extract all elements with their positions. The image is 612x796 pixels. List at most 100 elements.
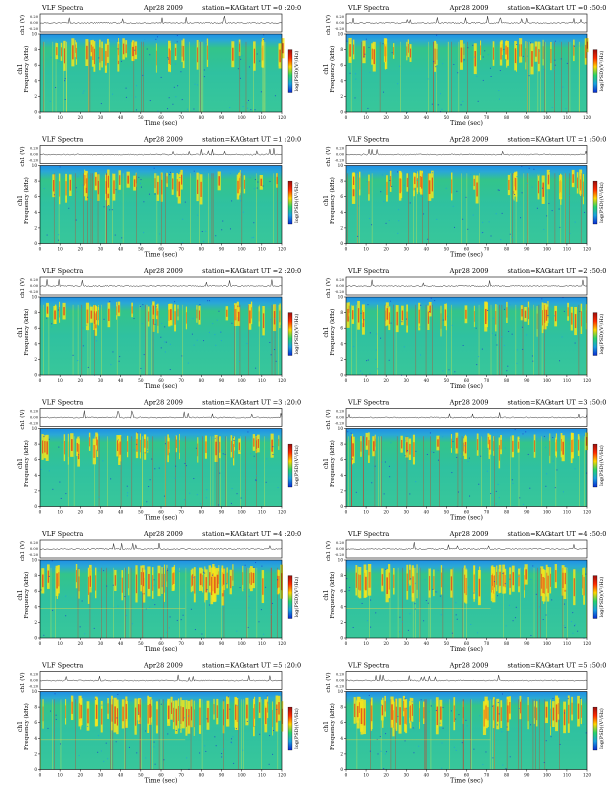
noise-speck bbox=[58, 310, 59, 311]
header-date: Apr28 2009 bbox=[143, 267, 183, 275]
noise-speck bbox=[62, 442, 63, 443]
noise-speck bbox=[530, 635, 531, 636]
emission-core bbox=[182, 707, 184, 721]
noise-speck bbox=[564, 311, 565, 312]
noise-speck bbox=[50, 57, 51, 58]
emission-core bbox=[278, 702, 279, 714]
noise-speck bbox=[153, 585, 154, 586]
emission-core bbox=[126, 44, 127, 53]
noise-speck bbox=[493, 318, 494, 319]
emission-core bbox=[42, 575, 44, 588]
emission-core bbox=[499, 445, 500, 460]
x-tick-label: 50 bbox=[444, 773, 450, 778]
noise-speck bbox=[195, 84, 196, 85]
noise-speck bbox=[255, 562, 256, 563]
emission-core bbox=[188, 709, 189, 725]
waveform-tick-label: 0.00 bbox=[30, 416, 39, 420]
noise-speck bbox=[254, 456, 255, 457]
noise-speck bbox=[230, 173, 231, 174]
noise-speck bbox=[95, 699, 96, 700]
y-tick-label: 8 bbox=[340, 47, 343, 52]
emission-core bbox=[61, 47, 62, 56]
noise-speck bbox=[147, 450, 148, 451]
noise-speck bbox=[523, 56, 524, 57]
x-tick-label: 70 bbox=[178, 773, 184, 778]
noise-speck bbox=[221, 450, 222, 451]
x-tick-label: 90 bbox=[219, 378, 225, 383]
noise-speck bbox=[435, 66, 436, 67]
noise-speck bbox=[149, 54, 150, 55]
noise-speck bbox=[539, 51, 540, 52]
noise-speck bbox=[79, 755, 80, 756]
noise-speck bbox=[237, 705, 238, 706]
noise-speck bbox=[186, 465, 187, 466]
noise-speck bbox=[470, 174, 471, 175]
emission-core bbox=[87, 709, 88, 724]
x-tick-label: 0 bbox=[345, 641, 348, 646]
noise-speck bbox=[545, 486, 546, 487]
noise-speck bbox=[438, 570, 439, 571]
noise-speck bbox=[218, 311, 219, 312]
waveform-tick-label: -0.20 bbox=[29, 27, 39, 31]
noise-speck bbox=[425, 723, 426, 724]
emission-core bbox=[148, 574, 150, 589]
emission-core bbox=[233, 570, 234, 581]
spectrogram-ylabel: Frequency (kHz) bbox=[329, 46, 336, 93]
noise-speck bbox=[170, 369, 171, 370]
emission-core bbox=[230, 576, 231, 588]
x-axis-label: Time (sec) bbox=[450, 515, 483, 522]
noise-speck bbox=[580, 45, 581, 46]
spectrogram-channel-label: ch1 bbox=[17, 64, 24, 75]
y-tick-label: 10 bbox=[32, 295, 38, 300]
colorbar bbox=[288, 576, 292, 619]
noise-speck bbox=[405, 698, 406, 699]
emission-core bbox=[451, 439, 452, 448]
waveform-tick-label: 0.00 bbox=[30, 21, 39, 25]
emission-core bbox=[115, 575, 116, 586]
noise-speck bbox=[448, 369, 449, 370]
x-tick-label: 90 bbox=[524, 510, 530, 515]
noise-speck bbox=[161, 347, 162, 348]
noise-speck bbox=[155, 194, 156, 195]
x-tick-label: 50 bbox=[444, 247, 450, 252]
x-axis-label: Time (sec) bbox=[450, 646, 483, 653]
emission-core bbox=[214, 704, 215, 714]
spectrogram-channel-label: ch1 bbox=[17, 195, 24, 206]
y-tick-label: 8 bbox=[340, 442, 343, 447]
header-start-ut: start UT =5 :50:0 bbox=[548, 662, 606, 670]
noise-speck bbox=[221, 753, 222, 754]
x-tick-label: 120 bbox=[583, 773, 591, 778]
noise-speck bbox=[584, 212, 585, 213]
noise-speck bbox=[97, 752, 98, 753]
x-tick-label: 20 bbox=[383, 378, 389, 383]
emission-core bbox=[555, 570, 556, 582]
noise-speck bbox=[496, 213, 497, 214]
noise-speck bbox=[370, 332, 371, 333]
noise-speck bbox=[259, 61, 260, 62]
noise-speck bbox=[200, 503, 201, 504]
noise-speck bbox=[134, 50, 135, 51]
emission-core bbox=[493, 47, 494, 59]
waveform-tick-label: 0.20 bbox=[336, 278, 345, 282]
noise-speck bbox=[437, 591, 438, 592]
noise-speck bbox=[569, 233, 570, 234]
emission-core bbox=[244, 180, 245, 189]
noise-speck bbox=[271, 354, 272, 355]
noise-speck bbox=[143, 201, 144, 202]
emission-core bbox=[64, 48, 65, 63]
noise-speck bbox=[78, 454, 79, 455]
noise-speck bbox=[144, 354, 145, 355]
x-axis-label: Time (sec) bbox=[450, 383, 483, 390]
noise-speck bbox=[82, 185, 83, 186]
noise-speck bbox=[266, 458, 267, 459]
noise-speck bbox=[467, 47, 468, 48]
y-tick-label: 6 bbox=[340, 63, 343, 68]
noise-speck bbox=[559, 227, 560, 228]
noise-speck bbox=[440, 596, 441, 597]
noise-speck bbox=[371, 482, 372, 483]
noise-speck bbox=[174, 301, 175, 302]
noise-speck bbox=[497, 595, 498, 596]
